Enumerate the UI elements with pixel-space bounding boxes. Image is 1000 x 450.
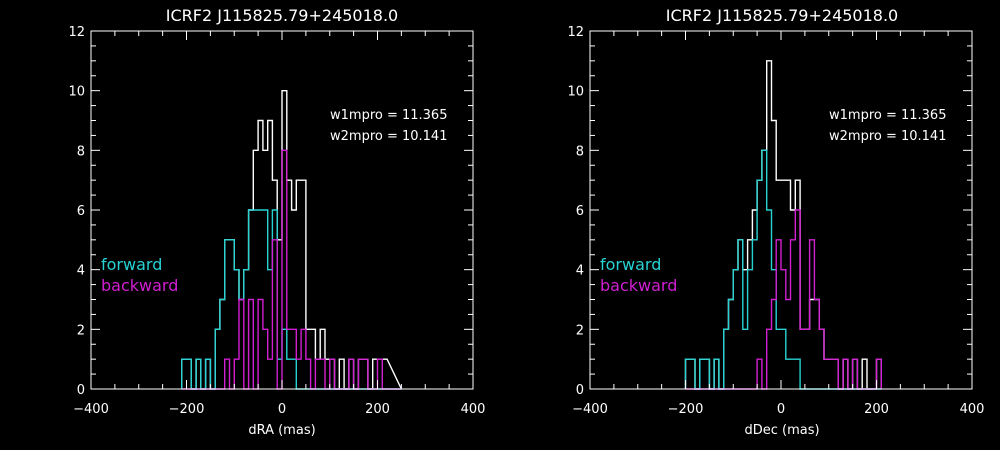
ddec-legend-forward: forward [600,255,661,274]
dra-x-axis-label: dRA (mas) [248,423,315,438]
dra-y-tick-label: 0 [77,383,85,398]
ddec-y-tick-label: 8 [576,144,584,159]
dra-histogram-panel: ICRF2 J115825.79+245018.0 dRA (mas) w1mp… [68,6,485,438]
dra-x-tick-label: 0 [278,402,286,417]
ddec-w2mpro-annotation: w2mpro = 10.141 [829,129,946,144]
dra-x-tick-label: −200 [169,402,205,417]
ddec-x-tick-label: −400 [572,402,608,417]
dra-w2mpro-annotation: w2mpro = 10.141 [330,129,447,144]
ddec-w1mpro-annotation: w1mpro = 11.365 [829,108,946,123]
dra-y-tick-label: 4 [77,264,85,279]
ddec-y-tick-label: 2 [576,323,584,338]
ddec-legend-backward: backward [600,276,677,295]
dra-y-tick-label: 8 [77,144,85,159]
dra-x-tick-label: −400 [73,402,109,417]
ddec-x-tick-label: 400 [960,402,985,417]
dra-x-tick-label: 400 [461,402,486,417]
dra-chart-title: ICRF2 J115825.79+245018.0 [166,6,398,25]
dra-y-tick-label: 10 [68,85,85,100]
ddec-chart-title: ICRF2 J115825.79+245018.0 [666,6,898,25]
ddec-y-tick-label: 0 [576,383,584,398]
ddec-y-tick-label: 12 [567,25,584,40]
ddec-y-tick-label: 10 [567,85,584,100]
ddec-x-tick-label: 200 [864,402,889,417]
dra-x-tick-label: 200 [365,402,390,417]
dra-legend-forward: forward [101,255,162,274]
ddec-x-tick-label: −200 [668,402,704,417]
ddec-x-axis-label: dDec (mas) [744,423,819,438]
dra-legend-backward: backward [101,276,178,295]
ddec-y-tick-label: 6 [576,204,584,219]
dra-w1mpro-annotation: w1mpro = 11.365 [330,108,447,123]
dra-y-tick-label: 6 [77,204,85,219]
dra-y-tick-label: 12 [68,25,85,40]
ddec-histogram-panel: ICRF2 J115825.79+245018.0 dDec (mas) w1m… [567,6,984,438]
ddec-y-tick-label: 4 [576,264,584,279]
dra-y-tick-label: 2 [77,323,85,338]
ddec-x-tick-label: 0 [777,402,785,417]
